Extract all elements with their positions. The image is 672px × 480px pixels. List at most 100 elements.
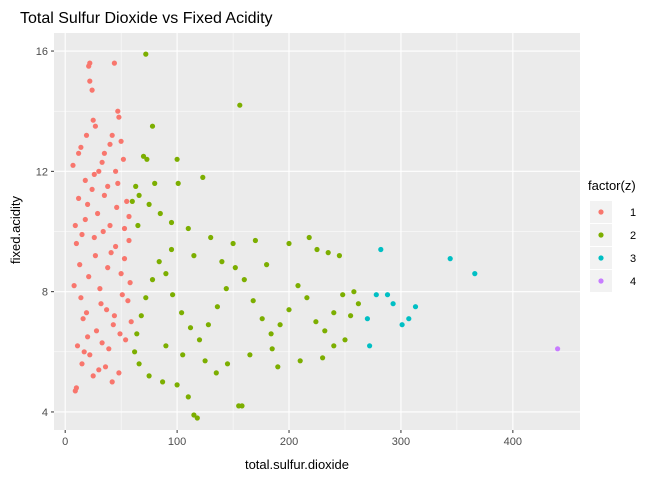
data-point-series-2	[241, 277, 247, 283]
data-point-series-2	[140, 153, 147, 159]
data-point-series-1	[125, 298, 131, 304]
data-point-series-1	[96, 367, 102, 373]
data-point-series-2	[202, 358, 208, 364]
data-point-series-2	[247, 352, 253, 358]
plot-panel	[54, 33, 580, 430]
legend-marker	[598, 209, 604, 215]
data-point-series-1	[116, 370, 122, 376]
data-point-series-1	[98, 301, 104, 307]
data-point-series-2	[187, 325, 194, 331]
data-point-series-2	[277, 322, 283, 328]
data-points	[70, 51, 561, 421]
data-point-series-3	[384, 292, 391, 298]
data-point-series-2	[223, 286, 229, 292]
data-point-series-2	[160, 379, 166, 385]
data-point-series-1	[90, 373, 96, 379]
data-point-series-2	[325, 250, 331, 256]
data-point-series-3	[406, 316, 412, 322]
legend-marker	[598, 255, 604, 261]
y-tick-label: 12	[36, 166, 48, 178]
data-point-series-1	[90, 117, 96, 123]
data-point-series-2	[185, 394, 191, 400]
data-point-series-2	[156, 259, 162, 265]
data-point-series-2	[194, 415, 200, 421]
data-point-series-1	[95, 210, 101, 217]
legend-label: 1	[630, 207, 636, 219]
data-point-series-1	[72, 222, 78, 229]
data-point-series-1	[100, 228, 106, 235]
data-point-series-2	[268, 331, 274, 337]
data-point-series-1	[80, 316, 86, 322]
data-point-series-2	[348, 313, 354, 319]
data-point-series-1	[114, 204, 120, 210]
data-point-series-1	[82, 177, 88, 183]
data-point-series-2	[170, 292, 176, 298]
data-point-series-2	[259, 316, 265, 322]
data-point-series-2	[355, 301, 361, 307]
data-point-series-1	[124, 198, 130, 204]
data-point-series-2	[295, 283, 301, 289]
data-point-series-2	[135, 222, 141, 229]
data-point-series-2	[342, 337, 348, 343]
data-point-series-1	[83, 132, 90, 138]
data-point-series-2	[168, 246, 175, 253]
data-point-series-2	[205, 322, 211, 328]
data-point-series-2	[138, 313, 144, 319]
x-axis-title: total.sulfur.dioxide	[245, 457, 349, 472]
legend-label: 2	[630, 230, 636, 242]
data-point-series-2	[163, 271, 169, 277]
data-point-series-2	[264, 262, 270, 268]
data-point-series-3	[378, 246, 384, 253]
y-tick-label: 8	[42, 287, 48, 299]
data-point-series-3	[364, 316, 370, 322]
data-point-series-1	[79, 361, 85, 367]
data-point-series-2	[340, 292, 346, 298]
data-point-series-1	[120, 156, 126, 162]
data-point-series-1	[127, 280, 133, 286]
data-point-series-3	[373, 292, 379, 298]
data-point-series-1	[106, 346, 112, 352]
legend-title: factor(z)	[588, 178, 636, 193]
data-point-series-2	[306, 234, 312, 241]
data-point-series-1	[86, 274, 92, 280]
data-point-series-2	[336, 253, 342, 259]
x-tick-label: 0	[62, 436, 68, 448]
data-point-series-3	[399, 322, 405, 328]
data-point-series-1	[76, 150, 82, 156]
data-point-series-2	[174, 156, 180, 162]
data-point-series-2	[134, 331, 140, 337]
data-point-series-1	[78, 295, 84, 301]
data-point-series-3	[447, 256, 453, 262]
data-point-series-2	[304, 295, 310, 301]
data-point-series-2	[143, 295, 149, 301]
data-point-series-1	[110, 322, 116, 328]
data-point-series-2	[132, 349, 138, 355]
data-point-series-2	[149, 277, 156, 283]
data-point-series-2	[237, 102, 243, 108]
data-point-series-1	[113, 243, 119, 250]
data-point-series-2	[168, 219, 175, 226]
data-point-series-1	[87, 352, 93, 358]
chart-title: Total Sulfur Dioxide vs Fixed Acidity	[20, 10, 273, 27]
data-point-series-1	[107, 141, 113, 147]
data-point-series-3	[412, 304, 419, 310]
data-point-series-1	[101, 150, 107, 156]
data-point-series-2	[331, 310, 337, 316]
data-point-series-1	[108, 250, 114, 256]
data-point-series-1	[105, 183, 111, 189]
data-point-series-1	[83, 310, 90, 316]
data-point-series-2	[313, 319, 319, 325]
data-point-series-1	[85, 334, 91, 340]
data-point-series-2	[152, 180, 158, 186]
data-point-series-2	[136, 361, 142, 367]
data-point-series-1	[126, 213, 132, 220]
data-point-series-1	[91, 171, 97, 177]
data-point-series-1	[71, 283, 77, 289]
data-point-series-3	[472, 271, 478, 277]
data-point-series-1	[109, 379, 115, 385]
data-point-series-1	[77, 262, 83, 268]
data-point-series-1	[97, 286, 103, 292]
data-point-series-2	[144, 156, 150, 162]
data-point-series-2	[252, 237, 258, 244]
